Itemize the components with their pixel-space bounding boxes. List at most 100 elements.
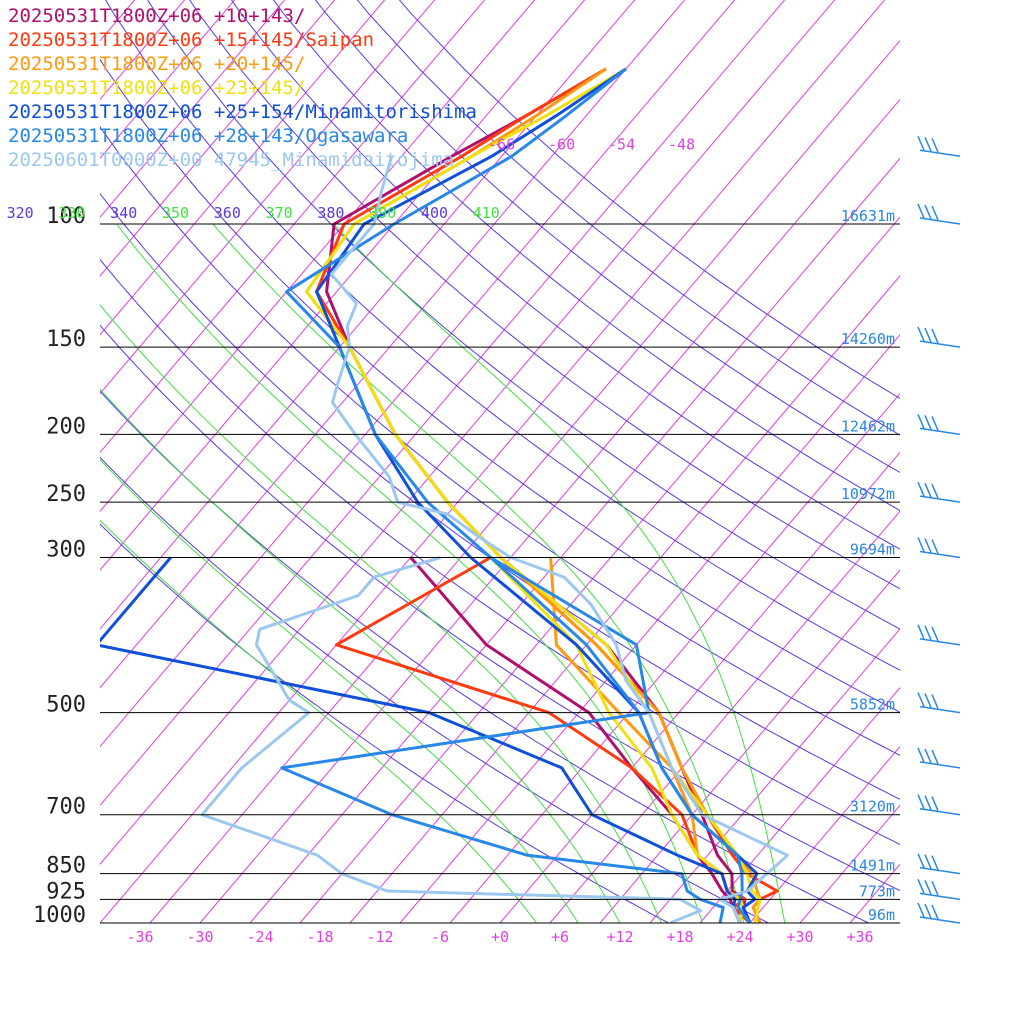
series-5-temperature-line [285, 67, 752, 923]
temperature-tick-label: -24 [246, 928, 273, 946]
temperature-tick-label: +6 [551, 928, 569, 946]
height-label: 16631m [841, 207, 895, 225]
series-4-dewpoint-line [100, 556, 742, 923]
wind-barb [917, 135, 961, 158]
wind-barb [917, 414, 961, 436]
wind-barb [917, 203, 961, 225]
isotherm-line [499, 451, 900, 923]
isotherm-line [100, 0, 236, 160]
isotherm-upper-label: -54 [608, 136, 635, 154]
isotherm-line [749, 745, 900, 923]
pressure-tick-label: 500 [46, 693, 86, 718]
dry-adiabat-line [100, 258, 900, 845]
isotherm-line [649, 628, 900, 923]
wind-barb [917, 692, 961, 714]
dry-adiabat-line [147, 0, 900, 630]
temperature-tick-label: +24 [726, 928, 753, 946]
height-label: 14260m [841, 330, 895, 348]
dry-adiabat-label: 360 [214, 204, 241, 222]
dry-adiabat-label: 400 [421, 204, 448, 222]
temperature-tick-label: -30 [186, 928, 213, 946]
pressure-tick-label: 300 [46, 538, 86, 563]
moist-adiabat-line [100, 388, 621, 923]
dry-adiabat-label: 340 [110, 204, 137, 222]
isotherm-upper-label: -60 [548, 136, 575, 154]
temperature-tick-label: -12 [366, 928, 393, 946]
series-6-dewpoint-line [200, 556, 702, 923]
dry-adiabat-label: 330 [58, 204, 85, 222]
isotherm-line [799, 804, 900, 923]
dry-adiabat-line [105, 0, 900, 671]
isotherm-upper-label: -66 [488, 136, 515, 154]
temperature-tick-label: +18 [666, 928, 693, 946]
legend-entry: 20250601T0000Z+00 47945_Minamidaitojima [8, 149, 455, 171]
wind-barb [917, 481, 961, 503]
dry-adiabat-line [100, 390, 870, 923]
wind-barb [917, 326, 961, 348]
dry-adiabat-label: 320 [7, 204, 34, 222]
isotherm-line [100, 0, 436, 395]
height-label: 5852m [850, 696, 895, 714]
moist-adiabat-line [100, 304, 662, 923]
pressure-tick-label: 925 [46, 879, 86, 904]
temperature-tick-label: +0 [491, 928, 509, 946]
pressure-tick-label: 1000 [33, 903, 86, 928]
isotherm-line [849, 863, 900, 923]
dry-adiabat-label: 380 [317, 204, 344, 222]
wind-barb [917, 747, 961, 769]
temperature-tick-label: +30 [786, 928, 813, 946]
isotherm-line [100, 0, 286, 218]
moist-adiabat-line [333, 223, 786, 923]
wind-barb [917, 794, 961, 816]
moist-adiabat-line [212, 223, 745, 923]
dry-adiabat-line [100, 456, 770, 923]
legend-entry: 20250531T1800Z+06 +20+145/ [8, 53, 306, 75]
height-label: 9694m [850, 541, 895, 559]
wind-barb [917, 879, 961, 901]
isotherm-line [599, 569, 900, 923]
dry-adiabat-line [272, 0, 900, 512]
wind-barb [917, 624, 961, 646]
legend-entry: 20250531T1800Z+06 +10+143/ [8, 5, 306, 27]
isotherm-line [549, 510, 900, 923]
temperature-tick-label: +12 [606, 928, 633, 946]
temperature-tick-label: -6 [431, 928, 449, 946]
height-label: 10972m [841, 485, 895, 503]
height-label: 12462m [841, 417, 895, 435]
series-6-temperature-line [329, 155, 790, 923]
dry-adiabat-line [100, 192, 900, 800]
legend-entry: 20250531T1800Z+06 +15+145/Saipan [8, 29, 375, 51]
dry-adiabat-label: 370 [266, 204, 293, 222]
dry-adiabat-line [314, 0, 900, 474]
dry-adiabat-label: 350 [162, 204, 189, 222]
dry-adiabat-line [100, 58, 900, 713]
pressure-tick-label: 200 [46, 414, 86, 439]
dry-adiabat-line [230, 0, 900, 550]
isotherm-line [100, 0, 386, 336]
isotherm-upper-label: -48 [668, 136, 695, 154]
series-3-temperature-line [305, 67, 762, 923]
height-label: 1491m [850, 857, 895, 875]
dry-adiabat-line [189, 0, 900, 590]
pressure-tick-label: 150 [46, 327, 86, 352]
legend-entry: 20250531T1800Z+06 +25+154/Minamitorishim… [8, 101, 477, 123]
moist-adiabat-line [116, 223, 704, 923]
temperature-tick-label: -36 [126, 928, 153, 946]
wind-barb [917, 537, 961, 559]
legend-entry: 20250531T1800Z+06 +23+145/ [8, 77, 306, 99]
series-3-dewpoint-line [489, 556, 745, 923]
height-label: 773m [859, 882, 895, 900]
height-label: 3120m [850, 798, 895, 816]
temperature-tick-label: -18 [306, 928, 333, 946]
series-5-dewpoint-line [280, 556, 725, 923]
isotherm-line [699, 686, 900, 923]
legend-entry: 20250531T1800Z+06 +28+143/Ogasawara [8, 125, 409, 147]
temperature-tick-label: +36 [846, 928, 873, 946]
pressure-tick-label: 700 [46, 795, 86, 820]
dry-adiabat-label: 410 [473, 204, 500, 222]
isotherm-line [100, 0, 336, 277]
dry-adiabat-line [100, 324, 900, 892]
pressure-tick-label: 250 [46, 482, 86, 507]
height-label: 96m [868, 906, 895, 924]
